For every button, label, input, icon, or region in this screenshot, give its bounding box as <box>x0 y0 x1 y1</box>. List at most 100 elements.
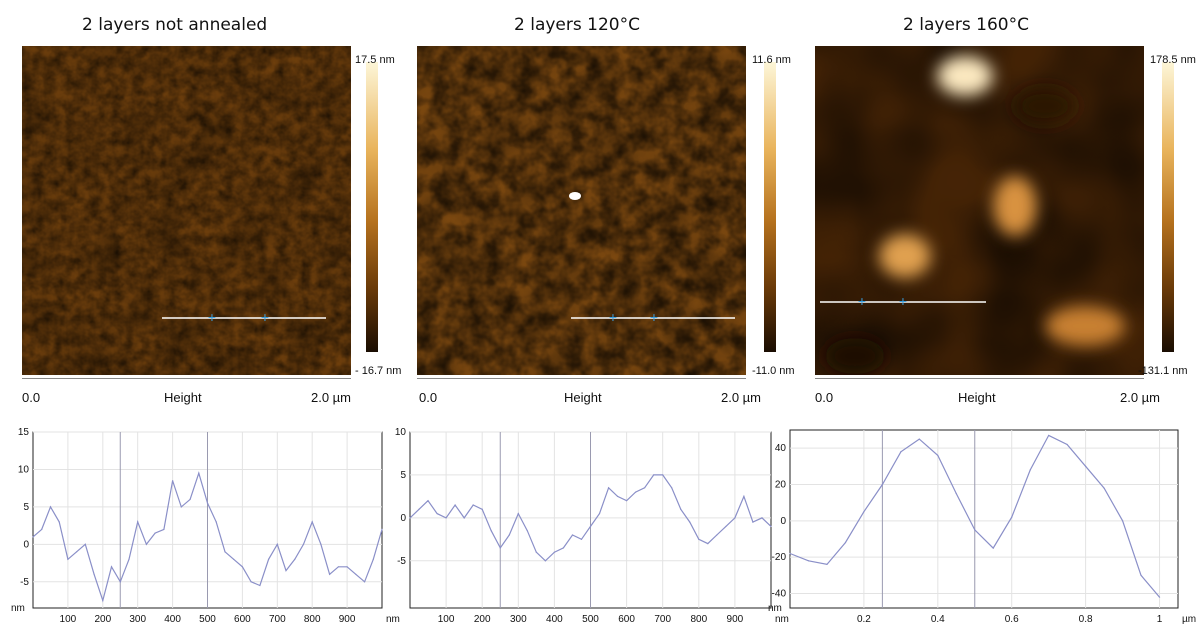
x-unit-label: nm <box>386 614 400 625</box>
x-tick-label: 600 <box>234 614 251 625</box>
profile-point <box>32 536 34 538</box>
svg-text:+: + <box>899 293 907 309</box>
x-tick-label: 300 <box>129 614 146 625</box>
profile-point <box>508 534 510 536</box>
profile-point <box>58 521 60 523</box>
profile-point <box>689 521 691 523</box>
profile-point <box>644 487 646 489</box>
profile-point <box>499 547 501 549</box>
profile-point <box>137 521 139 523</box>
profile-point <box>67 558 69 560</box>
x-tick-label: 500 <box>199 614 216 625</box>
svg-text:+: + <box>858 293 866 309</box>
profile-point <box>206 502 209 504</box>
profile-point <box>662 474 664 476</box>
profile-point <box>302 543 305 545</box>
axis-label-3: Height <box>958 390 996 405</box>
profile-point <box>770 525 772 528</box>
profile-point <box>716 534 718 536</box>
profile-point <box>241 566 243 568</box>
x-tick-label: 900 <box>727 614 744 625</box>
profile-point <box>320 543 322 545</box>
y-tick-label: 5 <box>23 502 29 513</box>
profile-point <box>128 558 130 560</box>
profile-point <box>49 506 52 508</box>
profile-point <box>41 528 43 530</box>
image-axis-line-2 <box>417 378 746 379</box>
profile-point <box>481 508 483 510</box>
profile-point <box>250 581 252 583</box>
profile-point <box>992 547 994 549</box>
profile-point <box>145 543 148 545</box>
y-tick-label: -5 <box>397 556 406 567</box>
profile-point <box>900 451 902 453</box>
profile-point <box>198 472 200 474</box>
x-unit-label: nm <box>775 614 789 625</box>
y-unit-label: nm <box>11 603 25 614</box>
color-scale-max-2: 11.6 nm <box>752 54 791 66</box>
axis-end-3: 2.0 µm <box>1120 390 1161 405</box>
x-tick-label: 400 <box>164 614 181 625</box>
x-tick-label: 700 <box>654 614 671 625</box>
axis-end-1: 2.0 µm <box>311 390 352 405</box>
profile-point <box>267 558 270 560</box>
profile-point <box>598 512 601 515</box>
profile-point <box>346 566 348 568</box>
x-tick-label: 300 <box>510 614 527 625</box>
profile-point <box>102 599 104 602</box>
axis-label-2: Height <box>564 390 602 405</box>
profile-point <box>329 573 331 575</box>
profile-point <box>259 584 261 587</box>
x-tick-label: 800 <box>304 614 321 625</box>
profile-point <box>445 517 447 519</box>
color-scale-bar-3 <box>1162 62 1174 352</box>
y-tick-label: 0 <box>780 516 786 527</box>
profile-point <box>635 491 637 493</box>
profile-point <box>1048 434 1050 437</box>
y-tick-label: -5 <box>20 577 29 588</box>
profile-point <box>580 538 583 540</box>
profile-point <box>562 547 565 549</box>
profile-point <box>363 581 366 583</box>
profile-point <box>119 581 121 583</box>
x-tick-label: 200 <box>474 614 491 625</box>
profile-point <box>789 552 791 555</box>
x-tick-label: 0.6 <box>1005 614 1019 625</box>
profile-point <box>180 506 182 508</box>
x-tick-label: 0.4 <box>931 614 945 625</box>
profile-point <box>589 525 592 528</box>
profile-point <box>110 566 113 568</box>
x-tick-label: 700 <box>269 614 286 625</box>
y-tick-label: 5 <box>400 470 406 481</box>
axis-start-1: 0.0 <box>22 390 41 405</box>
axis-start-3: 0.0 <box>815 390 834 405</box>
y-tick-label: 20 <box>775 479 787 490</box>
x-tick-label: 0.8 <box>1079 614 1093 625</box>
profile-point <box>707 543 709 545</box>
profile-point <box>826 563 828 566</box>
y-tick-label: -20 <box>772 552 787 563</box>
y-tick-label: 10 <box>395 427 407 438</box>
profile-point <box>163 528 165 530</box>
color-scale-max-1: 17.5 nm <box>355 54 395 66</box>
color-scale-bar-2 <box>764 62 776 352</box>
profile-point <box>355 573 357 575</box>
profile-point <box>1011 516 1013 518</box>
profile-point <box>544 560 546 562</box>
height-profile-chart-3: 40 20 0 -20 -40 0.2 0.4 0.6 0.8 1 nm µm <box>760 420 1204 630</box>
profile-point <box>337 566 339 568</box>
x-tick-label: 100 <box>438 614 455 625</box>
profile-point <box>1085 465 1087 467</box>
image-axis-line-3 <box>815 378 1144 379</box>
profile-point <box>725 525 727 528</box>
profile-point <box>616 495 619 497</box>
profile-point <box>937 454 939 457</box>
color-scale-min-1: - 16.7 nm <box>355 365 402 377</box>
profile-point <box>93 573 95 575</box>
profile-svg-1: 15 10 5 0 -5 100 200 300 400 500 600 700 800 900 nm nm <box>11 427 400 625</box>
afm-image-120C: + + <box>417 46 746 375</box>
height-profile-chart-1: 15 10 5 0 -5 100 200 300 400 500 600 700 800 900 nm nm <box>0 420 400 630</box>
x-tick-label: 1 <box>1157 614 1163 625</box>
profile-point <box>698 538 700 540</box>
profile-point <box>172 480 174 482</box>
